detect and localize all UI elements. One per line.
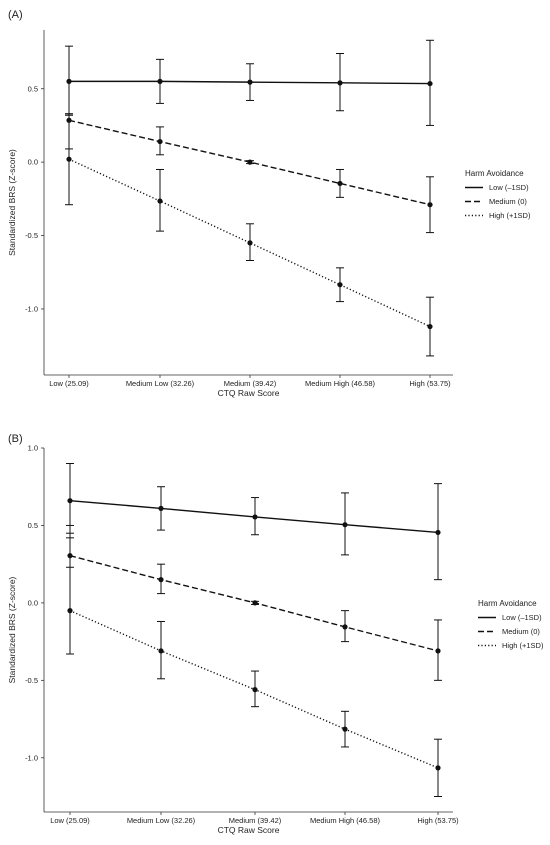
data-point (427, 323, 433, 330)
data-point (66, 156, 72, 162)
x-tick-label: Medium High (46.58) (310, 816, 381, 825)
data-point (342, 522, 348, 528)
data-point (427, 202, 433, 208)
data-point (337, 80, 343, 86)
series-solid (65, 39, 434, 126)
legend: Harm Avoidance Low (–1SD) Medium (0) High (… (465, 169, 531, 220)
data-point (435, 529, 441, 536)
data-point (337, 180, 343, 187)
data-point (158, 505, 164, 512)
data-point (67, 498, 73, 504)
y-tick-label: -0.5 (25, 676, 38, 685)
y-tick-label: -0.5 (25, 231, 38, 240)
y-tick-label: 0.0 (28, 598, 38, 607)
data-point (157, 78, 163, 84)
x-axis-label: CTQ Raw Score (218, 388, 280, 398)
x-tick-label: Low (25.09) (50, 816, 90, 825)
legend: Harm Avoidance Low (–1SD) Medium (0) High (… (478, 599, 544, 650)
y-tick-label: 0.0 (28, 158, 38, 167)
data-point (342, 726, 348, 732)
x-tick-label: Medium (39.42) (224, 379, 277, 388)
legend-entry: High (+1SD) (489, 211, 531, 220)
data-point (427, 80, 433, 87)
data-point (342, 624, 348, 630)
panel-label: (A) (8, 9, 23, 21)
chart-panel-b: (B) -1.0 -0.5 0.0 0.5 1.0 Low (25.09) Medium Lo… (7, 433, 544, 835)
data-point (247, 159, 253, 165)
series-dotted (66, 532, 442, 798)
x-tick-label: High (53.75) (409, 379, 451, 388)
data-point (67, 608, 73, 614)
series-dashed (65, 113, 434, 234)
data-point (158, 577, 164, 583)
y-tick-label: 0.5 (28, 521, 38, 530)
chart-panel-a: (A) -1.0 -0.5 0.0 0.5 Low (25.09) Medium Low (… (7, 9, 531, 398)
series-solid (66, 462, 442, 581)
data-point (252, 514, 258, 520)
legend-entry: High (+1SD) (502, 641, 544, 650)
panel-label: (B) (8, 433, 23, 445)
legend-title: Harm Avoidance (478, 599, 537, 608)
data-point (157, 138, 163, 145)
data-point (435, 648, 441, 654)
legend-entry: Low (–1SD) (489, 183, 529, 192)
data-point (247, 79, 253, 85)
y-tick-label: 1.0 (28, 444, 38, 453)
data-point (247, 240, 253, 246)
legend-entry: Medium (0) (489, 197, 527, 206)
y-axis-label: Standardized BRS (Z-score) (7, 149, 17, 256)
x-tick-label: Medium (39.42) (229, 816, 282, 825)
y-tick-label: -1.0 (25, 753, 38, 762)
y-tick-label: -1.0 (25, 305, 38, 314)
data-point (157, 198, 163, 204)
legend-entry: Medium (0) (502, 627, 540, 636)
data-point (252, 687, 258, 693)
x-tick-label: Low (25.09) (49, 379, 89, 388)
series-dotted (65, 114, 434, 357)
data-point (252, 600, 258, 606)
data-point (337, 282, 343, 288)
x-tick-label: Medium Low (32.26) (127, 816, 196, 825)
y-tick-label: 0.5 (28, 84, 38, 93)
x-tick-label: Medium Low (32.26) (126, 379, 195, 388)
y-axis-label: Standardized BRS (Z-score) (7, 576, 17, 683)
legend-entry: Low (–1SD) (502, 613, 542, 622)
data-point (158, 648, 164, 654)
legend-title: Harm Avoidance (465, 169, 524, 178)
x-tick-label: High (53.75) (417, 816, 459, 825)
data-point (435, 765, 441, 771)
series-dashed (66, 524, 442, 681)
x-tick-label: Medium High (46.58) (305, 379, 376, 388)
x-axis-label: CTQ Raw Score (218, 825, 280, 835)
data-point (66, 78, 72, 84)
